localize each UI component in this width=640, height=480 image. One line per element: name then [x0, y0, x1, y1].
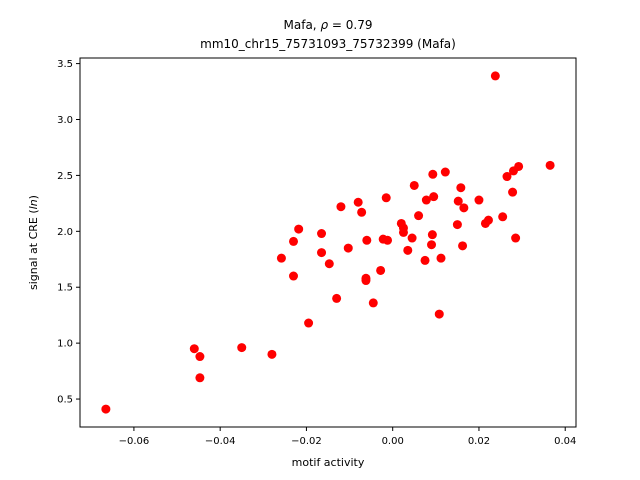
data-point — [459, 203, 469, 213]
data-point — [195, 373, 205, 383]
data-point — [409, 180, 419, 190]
data-point — [545, 160, 555, 170]
y-tick-label: 1.0 — [57, 339, 73, 350]
data-point — [332, 293, 342, 303]
y-tick-label: 1.5 — [57, 283, 73, 294]
data-point — [414, 211, 424, 221]
data-point — [267, 349, 277, 359]
data-point — [317, 248, 327, 258]
chart-title-line1: Mafa, ρ = 0.79 — [284, 18, 373, 32]
data-point — [288, 271, 298, 281]
data-point — [452, 220, 462, 230]
data-point — [434, 309, 444, 319]
data-point — [490, 71, 500, 81]
x-tick-label: 0.02 — [468, 436, 490, 447]
plot-frame — [79, 57, 577, 428]
data-point — [498, 212, 508, 222]
data-point — [353, 197, 363, 207]
y-axis-label: signal at CRE (ln) — [27, 195, 40, 290]
data-point — [403, 245, 413, 255]
data-point — [427, 230, 437, 240]
data-point — [483, 215, 493, 225]
data-point — [421, 195, 431, 205]
data-point — [357, 207, 367, 217]
data-point — [304, 318, 314, 328]
x-tick-label: 0.04 — [554, 436, 576, 447]
data-point — [294, 224, 304, 234]
data-point — [514, 161, 524, 171]
data-point — [276, 253, 286, 263]
data-point — [195, 352, 205, 362]
chart-title-line2: mm10_chr15_75731093_75732399 (Mafa) — [200, 37, 456, 51]
x-axis-label: motif activity — [292, 456, 365, 469]
points-layer — [101, 71, 555, 414]
y-tick-label: 3.5 — [57, 59, 73, 70]
data-point — [436, 253, 446, 263]
data-point — [511, 233, 521, 243]
y-tick-label: 3.0 — [57, 115, 73, 126]
data-point — [336, 202, 346, 212]
x-tick-label: −0.02 — [291, 436, 322, 447]
y-tick-label: 2.5 — [57, 171, 73, 182]
data-point — [474, 195, 484, 205]
x-tick-label: −0.04 — [205, 436, 236, 447]
data-point — [288, 236, 298, 246]
data-point — [101, 404, 111, 414]
y-tick-label: 2.0 — [57, 227, 73, 238]
data-point — [427, 240, 437, 250]
data-point — [324, 259, 334, 269]
data-point — [361, 276, 371, 286]
x-tick-label: −0.06 — [119, 436, 150, 447]
data-point — [456, 183, 466, 193]
data-point — [453, 196, 463, 206]
data-point — [189, 344, 199, 354]
data-point — [383, 235, 393, 245]
data-point — [362, 235, 372, 245]
data-point — [407, 233, 417, 243]
data-point — [368, 298, 378, 308]
x-tick-label: 0.00 — [382, 436, 404, 447]
data-point — [381, 193, 391, 203]
data-point — [440, 167, 450, 177]
data-point — [458, 241, 468, 251]
data-point — [343, 243, 353, 253]
data-point — [376, 265, 386, 275]
data-point — [237, 343, 247, 353]
data-point — [508, 187, 518, 197]
data-point — [317, 229, 327, 239]
data-point — [429, 192, 439, 202]
y-tick-label: 0.5 — [57, 395, 73, 406]
data-point — [428, 169, 438, 179]
ticks-layer: −0.06 −0.04 −0.02 0.00 0.02 0.04 0.5 1.0 1.5 2.0 2… — [57, 59, 576, 447]
data-point — [502, 172, 512, 182]
data-point — [420, 255, 430, 265]
data-point — [398, 227, 408, 237]
